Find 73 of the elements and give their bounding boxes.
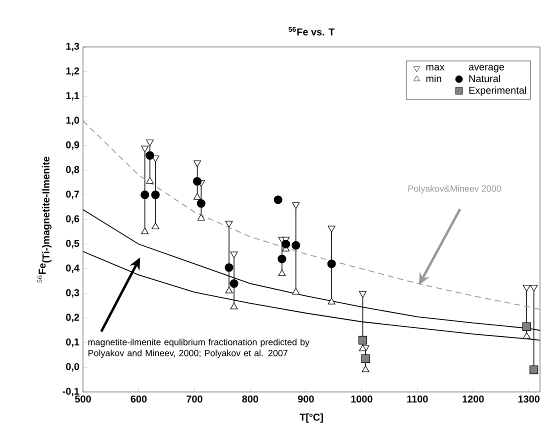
y-tick-label: 0,0 — [66, 363, 80, 372]
point — [362, 366, 370, 372]
x-tick-label: 900 — [298, 396, 314, 403]
legend-label: Natural — [469, 74, 500, 82]
point — [522, 332, 530, 339]
y-tick-label: 0,5 — [66, 240, 80, 248]
point — [225, 286, 233, 294]
point — [274, 195, 282, 204]
y-tick-label: 0,4 — [66, 264, 80, 274]
legend-label: Experimental — [469, 86, 526, 96]
point — [278, 269, 286, 276]
y-tick-label: 0,6 — [66, 215, 80, 224]
point — [530, 366, 538, 374]
point — [522, 322, 531, 331]
point — [224, 263, 234, 272]
x-tick-label: 1100 — [407, 396, 428, 403]
y-tick-label: 0,1 — [66, 338, 80, 347]
point — [522, 284, 530, 292]
point — [193, 160, 202, 168]
point — [152, 222, 160, 230]
y-tick-label: 1,3 — [66, 42, 80, 52]
x-tick-label: 700 — [186, 396, 202, 403]
point — [197, 214, 205, 221]
y-tick-label: 0,2 — [66, 314, 80, 322]
x-tick-label: 1300 — [518, 396, 540, 403]
point — [192, 176, 202, 186]
point — [327, 260, 336, 268]
point — [225, 220, 233, 228]
x-tick-label: 800 — [242, 396, 258, 403]
y-tick-label: 0,9 — [66, 141, 80, 150]
point — [146, 176, 154, 184]
point — [141, 146, 149, 152]
point — [230, 279, 238, 288]
point — [230, 302, 238, 310]
point — [328, 298, 336, 304]
point — [530, 284, 538, 292]
point — [140, 190, 150, 200]
y-tick-label: 1,0 — [66, 116, 80, 126]
chart-title: $^{56}$Fe vs. T — [288, 26, 335, 36]
y-tick-label: -0,1 — [62, 388, 80, 396]
point — [361, 354, 370, 364]
y-tick-label: 0,3 — [66, 289, 80, 298]
x-tick-label: 500 — [75, 396, 91, 403]
point — [193, 193, 202, 200]
point — [141, 228, 149, 234]
x-tick-label: 1000 — [351, 396, 372, 403]
y-axis-title: $^{56}\mathbf{Fe}_{\mbox{\bfseries (Ti-)magnetite-Ilmenite}}$ — [37, 156, 52, 283]
y-tick-label: 0,7 — [66, 190, 80, 200]
point — [278, 254, 286, 264]
point — [359, 344, 367, 352]
y-tick-label: 0,8 — [66, 166, 80, 174]
legend-label: max — [426, 64, 444, 70]
y-tick-label: 1,1 — [66, 92, 80, 100]
x-axis-title: T[°C] — [300, 413, 323, 423]
point — [358, 336, 368, 345]
point — [282, 240, 290, 248]
point — [151, 190, 160, 200]
point — [230, 252, 238, 258]
x-tick-label: 1200 — [462, 396, 484, 403]
annotation: magnetite-ilmenite equlibrium fractionation predicted by Polyakov and Mineev, 2000; Polyakov et al. 2007 — [88, 338, 310, 358]
point — [196, 199, 206, 208]
legend-title: average — [468, 64, 504, 72]
point — [146, 151, 154, 160]
x-tick-label: 600 — [130, 396, 147, 403]
point — [328, 226, 336, 232]
legend-label: min — [426, 74, 442, 82]
point — [359, 291, 367, 298]
annotation: Polyakov&Mineev 2000 — [408, 185, 502, 194]
point — [292, 241, 300, 250]
point — [292, 202, 300, 209]
point — [292, 288, 300, 294]
point — [146, 140, 154, 146]
y-tick-label: 1,2 — [66, 67, 80, 76]
